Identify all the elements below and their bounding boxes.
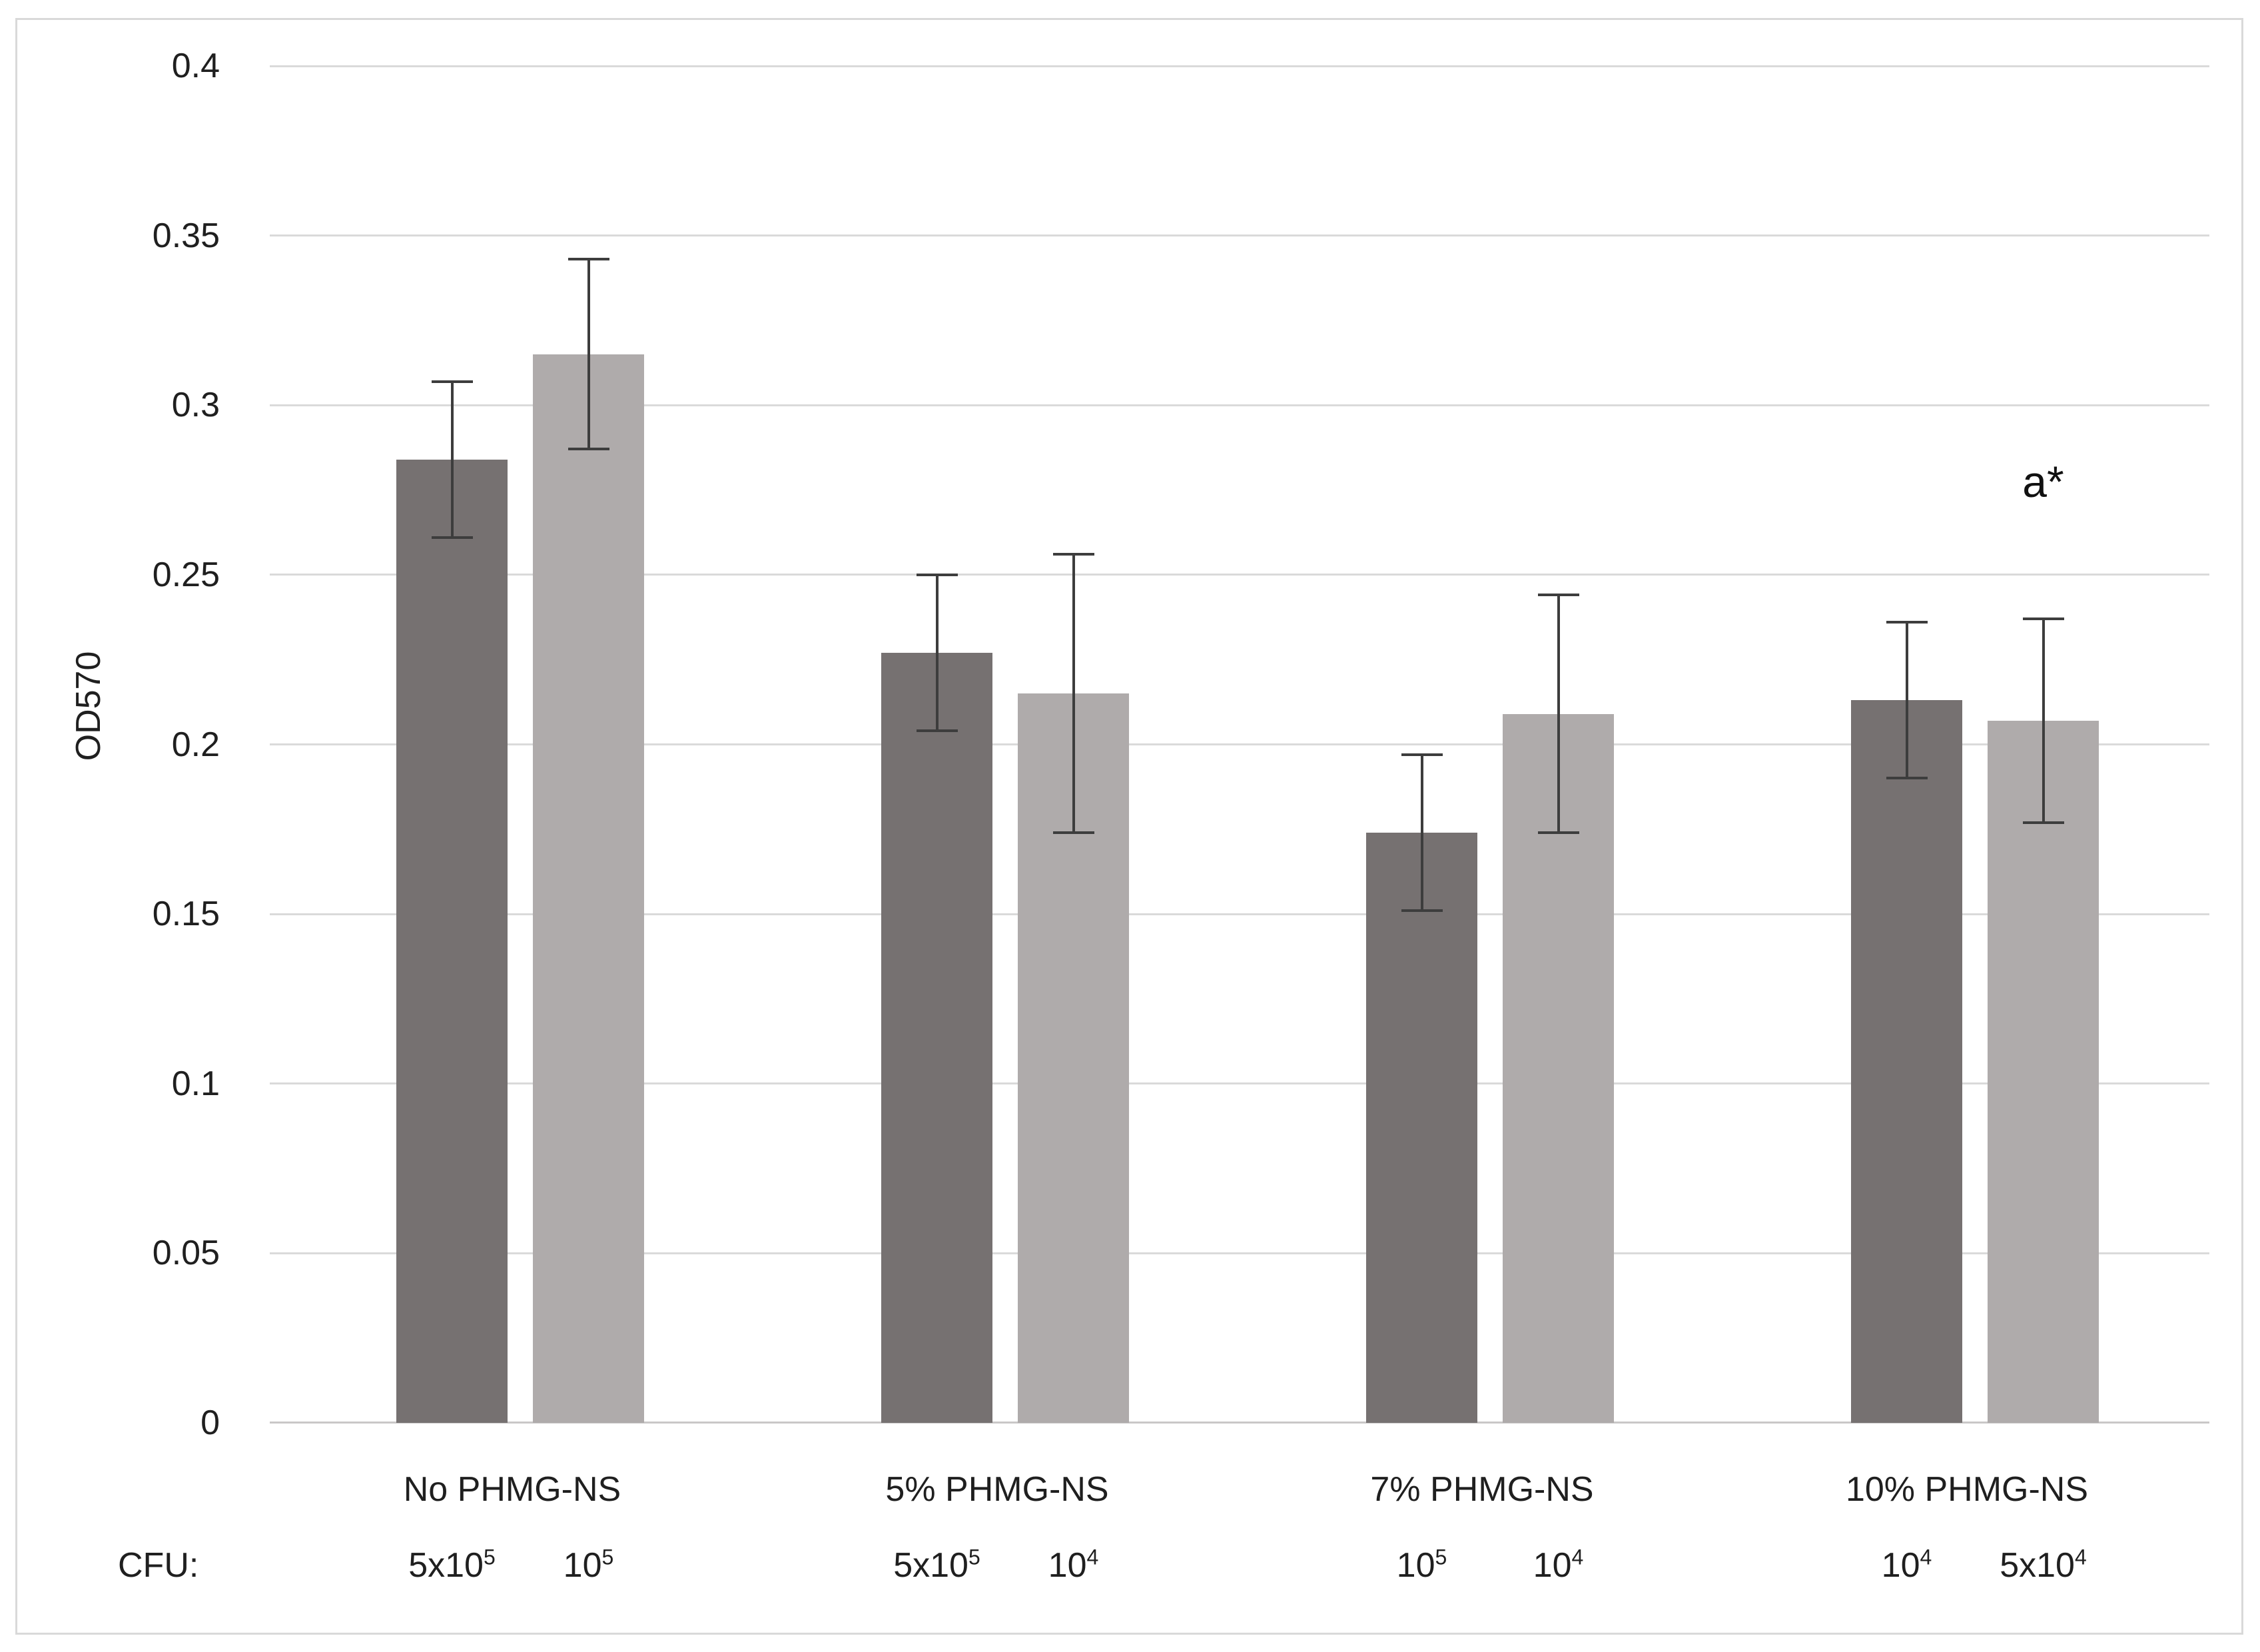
bar-dark-gray-bars-cat1	[881, 653, 992, 1423]
error-bar-cap-top-dark-gray-bars-cat2	[1401, 753, 1443, 756]
error-bar-cap-bottom-dark-gray-bars-cat0	[431, 536, 473, 539]
error-bar-line-dark-gray-bars-cat2	[1420, 754, 1423, 911]
x-group-label-1: 5% PHMG-NS	[885, 1470, 1109, 1509]
error-bar-cap-top-light-gray-bars-cat3	[2022, 618, 2064, 621]
bar-dark-gray-bars-cat0	[396, 459, 508, 1423]
y-tick-label-0.1: 0.1	[171, 1064, 220, 1103]
cfu-value-cat2-bar0: 105	[1396, 1545, 1447, 1585]
cfu-value-cat3-bar0: 104	[1881, 1545, 1932, 1585]
cfu-row-label: CFU:	[118, 1546, 199, 1585]
y-tick-label-0.25: 0.25	[152, 555, 220, 594]
gridline-0.4	[270, 65, 2209, 67]
bar-light-gray-bars-cat3	[1988, 720, 2099, 1423]
gridline-0.2	[270, 743, 2209, 745]
gridline-0.25	[270, 574, 2209, 576]
y-tick-label-0.2: 0.2	[171, 725, 220, 764]
cfu-value-cat2-bar1: 104	[1533, 1545, 1584, 1585]
bar-dark-gray-bars-cat2	[1366, 832, 1477, 1423]
y-tick-label-0: 0	[200, 1404, 220, 1442]
error-bar-cap-bottom-light-gray-bars-cat2	[1537, 831, 1579, 834]
y-tick-label-0.05: 0.05	[152, 1234, 220, 1273]
bar-dark-gray-bars-cat3	[1851, 700, 1962, 1423]
error-bar-cap-bottom-light-gray-bars-cat3	[2022, 821, 2064, 824]
error-bar-cap-top-dark-gray-bars-cat0	[431, 380, 473, 383]
error-bar-cap-bottom-dark-gray-bars-cat2	[1401, 909, 1443, 913]
error-bar-cap-top-dark-gray-bars-cat1	[916, 573, 958, 576]
bar-light-gray-bars-cat0	[533, 354, 644, 1423]
error-bar-line-dark-gray-bars-cat0	[450, 381, 454, 538]
y-tick-label-0.15: 0.15	[152, 895, 220, 934]
x-group-label-0: No PHMG-NS	[403, 1470, 621, 1509]
y-tick-label-0.3: 0.3	[171, 386, 220, 425]
error-bar-line-light-gray-bars-cat1	[1072, 554, 1075, 833]
error-bar-line-light-gray-bars-cat2	[1557, 595, 1560, 833]
error-bar-cap-bottom-light-gray-bars-cat1	[1052, 831, 1094, 834]
y-tick-label-0.35: 0.35	[152, 216, 220, 255]
significance-annotation: a*	[2022, 457, 2064, 507]
error-bar-line-light-gray-bars-cat0	[587, 259, 590, 450]
x-group-label-3: 10% PHMG-NS	[1845, 1470, 2089, 1509]
cfu-value-cat0-bar0: 5x105	[408, 1545, 496, 1585]
cfu-value-cat1-bar1: 104	[1048, 1545, 1099, 1585]
x-group-label-2: 7% PHMG-NS	[1370, 1470, 1594, 1509]
cfu-value-cat0-bar1: 105	[563, 1545, 614, 1585]
gridline-0.15	[270, 913, 2209, 915]
error-bar-line-light-gray-bars-cat3	[2042, 619, 2045, 823]
plot-area: a*	[270, 65, 2209, 1424]
error-bar-line-dark-gray-bars-cat1	[935, 574, 939, 731]
error-bar-line-dark-gray-bars-cat3	[1905, 622, 1908, 779]
gridline-0.35	[270, 234, 2209, 237]
gridline-0.05	[270, 1252, 2209, 1254]
error-bar-cap-top-light-gray-bars-cat2	[1537, 594, 1579, 597]
error-bar-cap-bottom-dark-gray-bars-cat3	[1886, 777, 1928, 780]
error-bar-cap-bottom-dark-gray-bars-cat1	[916, 729, 958, 733]
error-bar-cap-top-dark-gray-bars-cat3	[1886, 621, 1928, 624]
error-bar-cap-top-light-gray-bars-cat1	[1052, 553, 1094, 556]
gridline-0.1	[270, 1082, 2209, 1085]
error-bar-cap-top-light-gray-bars-cat0	[567, 258, 609, 261]
chart-outer-border	[15, 18, 2243, 1635]
cfu-value-cat1-bar0: 5x105	[893, 1545, 980, 1585]
x-axis-line	[270, 1422, 2209, 1424]
y-tick-label-0.4: 0.4	[171, 47, 220, 85]
gridline-0.3	[270, 404, 2209, 406]
cfu-value-cat3-bar1: 5x104	[2000, 1545, 2087, 1585]
error-bar-cap-bottom-light-gray-bars-cat0	[567, 448, 609, 451]
